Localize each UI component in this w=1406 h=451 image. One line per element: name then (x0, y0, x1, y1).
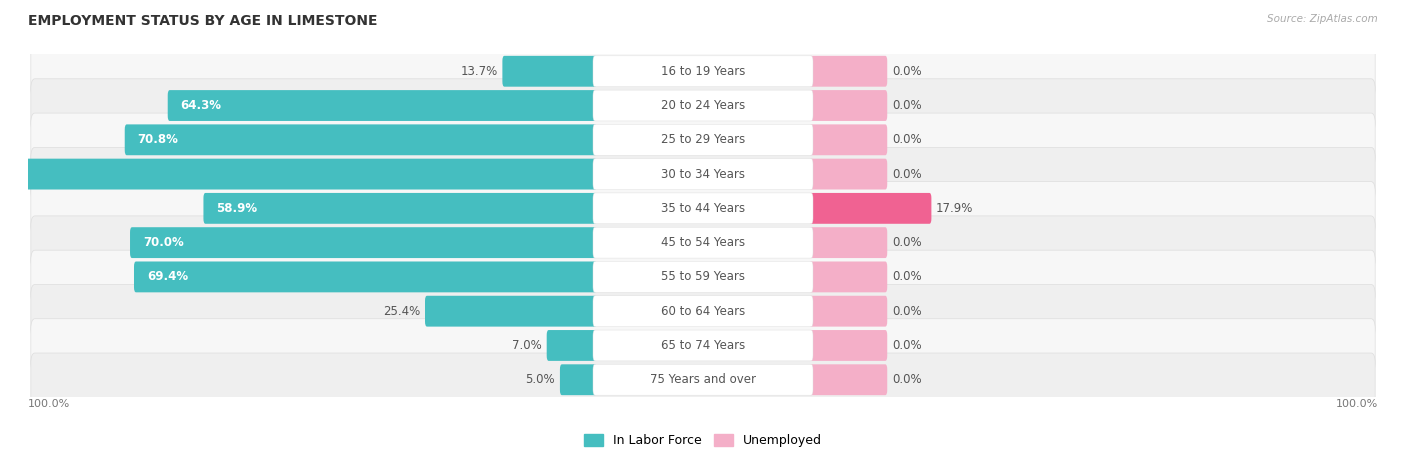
Text: 58.9%: 58.9% (217, 202, 257, 215)
FancyBboxPatch shape (167, 90, 598, 121)
Text: 13.7%: 13.7% (460, 65, 498, 78)
Text: 45 to 54 Years: 45 to 54 Years (661, 236, 745, 249)
Text: 70.0%: 70.0% (143, 236, 184, 249)
Text: 16 to 19 Years: 16 to 19 Years (661, 65, 745, 78)
FancyBboxPatch shape (593, 193, 813, 224)
FancyBboxPatch shape (31, 285, 1375, 338)
FancyBboxPatch shape (593, 296, 813, 327)
FancyBboxPatch shape (593, 90, 813, 121)
Text: 100.0%: 100.0% (28, 399, 70, 409)
Text: 55 to 59 Years: 55 to 59 Years (661, 271, 745, 283)
Text: 25.4%: 25.4% (382, 305, 420, 318)
FancyBboxPatch shape (134, 262, 598, 292)
Text: Source: ZipAtlas.com: Source: ZipAtlas.com (1267, 14, 1378, 23)
FancyBboxPatch shape (808, 56, 887, 87)
Text: 60 to 64 Years: 60 to 64 Years (661, 305, 745, 318)
FancyBboxPatch shape (593, 262, 813, 292)
Text: 0.0%: 0.0% (891, 236, 921, 249)
FancyBboxPatch shape (808, 159, 887, 189)
Text: 0.0%: 0.0% (891, 339, 921, 352)
Text: 0.0%: 0.0% (891, 168, 921, 180)
FancyBboxPatch shape (808, 90, 887, 121)
FancyBboxPatch shape (593, 227, 813, 258)
FancyBboxPatch shape (31, 250, 1375, 304)
Legend: In Labor Force, Unemployed: In Labor Force, Unemployed (579, 429, 827, 451)
FancyBboxPatch shape (31, 79, 1375, 132)
FancyBboxPatch shape (31, 182, 1375, 235)
Text: 35 to 44 Years: 35 to 44 Years (661, 202, 745, 215)
FancyBboxPatch shape (808, 330, 887, 361)
FancyBboxPatch shape (593, 124, 813, 155)
FancyBboxPatch shape (593, 56, 813, 87)
Text: 30 to 34 Years: 30 to 34 Years (661, 168, 745, 180)
FancyBboxPatch shape (31, 319, 1375, 372)
Text: 0.0%: 0.0% (891, 305, 921, 318)
FancyBboxPatch shape (808, 227, 887, 258)
Text: 0.0%: 0.0% (891, 65, 921, 78)
FancyBboxPatch shape (125, 124, 598, 155)
FancyBboxPatch shape (502, 56, 598, 87)
FancyBboxPatch shape (547, 330, 598, 361)
Text: 0.0%: 0.0% (891, 271, 921, 283)
Text: 7.0%: 7.0% (512, 339, 541, 352)
Text: 70.8%: 70.8% (138, 133, 179, 146)
FancyBboxPatch shape (593, 330, 813, 361)
Text: 64.3%: 64.3% (180, 99, 222, 112)
Text: 100.0%: 100.0% (1336, 399, 1378, 409)
Text: 25 to 29 Years: 25 to 29 Years (661, 133, 745, 146)
FancyBboxPatch shape (808, 296, 887, 327)
FancyBboxPatch shape (31, 353, 1375, 406)
Text: 0.0%: 0.0% (891, 133, 921, 146)
Text: 95.7%: 95.7% (0, 168, 14, 180)
FancyBboxPatch shape (808, 193, 931, 224)
Text: 20 to 24 Years: 20 to 24 Years (661, 99, 745, 112)
FancyBboxPatch shape (129, 227, 598, 258)
FancyBboxPatch shape (808, 124, 887, 155)
FancyBboxPatch shape (593, 364, 813, 395)
Text: 17.9%: 17.9% (936, 202, 973, 215)
Text: 0.0%: 0.0% (891, 99, 921, 112)
FancyBboxPatch shape (560, 364, 598, 395)
FancyBboxPatch shape (31, 147, 1375, 201)
Text: 5.0%: 5.0% (526, 373, 555, 386)
FancyBboxPatch shape (31, 113, 1375, 166)
Text: 0.0%: 0.0% (891, 373, 921, 386)
Text: 69.4%: 69.4% (146, 271, 188, 283)
FancyBboxPatch shape (808, 364, 887, 395)
FancyBboxPatch shape (808, 262, 887, 292)
Text: 65 to 74 Years: 65 to 74 Years (661, 339, 745, 352)
FancyBboxPatch shape (204, 193, 598, 224)
FancyBboxPatch shape (593, 159, 813, 189)
Text: EMPLOYMENT STATUS BY AGE IN LIMESTONE: EMPLOYMENT STATUS BY AGE IN LIMESTONE (28, 14, 378, 28)
FancyBboxPatch shape (31, 45, 1375, 98)
FancyBboxPatch shape (425, 296, 598, 327)
FancyBboxPatch shape (0, 159, 598, 189)
FancyBboxPatch shape (31, 216, 1375, 269)
Text: 75 Years and over: 75 Years and over (650, 373, 756, 386)
